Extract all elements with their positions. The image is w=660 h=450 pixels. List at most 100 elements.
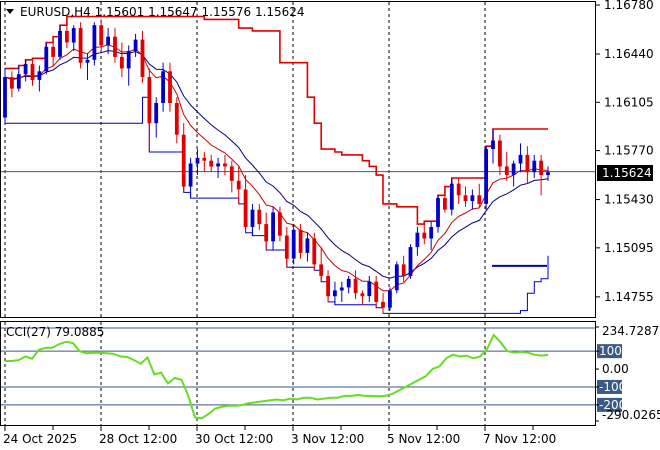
- candle-body: [312, 238, 317, 265]
- candle-body: [511, 163, 516, 175]
- price-level-lines: [1, 171, 595, 267]
- price-panel-frame: [0, 1, 596, 318]
- candle-body: [223, 163, 227, 167]
- candle-body: [126, 51, 131, 69]
- ema-slow-line: [4, 50, 549, 279]
- candle-body: [174, 103, 179, 135]
- channel-lower-line: [5, 96, 549, 314]
- candle-body: [339, 287, 344, 291]
- cci-panel-frame: [0, 321, 596, 426]
- candle-body: [209, 160, 214, 167]
- candle-body: [518, 154, 523, 164]
- candle-body: [264, 224, 269, 242]
- dropdown-triangle-icon[interactable]: [6, 9, 14, 14]
- time-tick-label: 3 Nov 12:00: [291, 432, 364, 446]
- time-tick-label: 5 Nov 12:00: [387, 432, 460, 446]
- candle-body: [147, 77, 152, 124]
- candle-body: [470, 195, 475, 202]
- cci-tick-label: 100: [599, 344, 622, 358]
- time-tick-label: 28 Oct 12:00: [99, 432, 177, 446]
- price-tick-label: 1.16105: [604, 95, 654, 109]
- candle-body: [401, 264, 406, 276]
- cci-tick-label: 234.7287: [602, 324, 659, 338]
- price-tick-label: 1.15095: [604, 241, 654, 255]
- candle-body: [229, 166, 234, 181]
- candle-body: [408, 247, 413, 276]
- candle-body: [51, 46, 55, 57]
- candle-body: [484, 149, 488, 204]
- time-tick-label: 30 Oct 12:00: [195, 432, 273, 446]
- candle-body: [236, 180, 241, 190]
- cci-level-box: [597, 344, 622, 359]
- vertical-grid: [4, 2, 534, 430]
- candle-body: [477, 195, 482, 204]
- candle-body: [23, 64, 28, 75]
- candle-body: [195, 157, 200, 164]
- candle-body: [546, 172, 550, 176]
- candle-body: [168, 71, 172, 103]
- cci-indicator: [1, 327, 595, 420]
- candle-body: [422, 232, 427, 239]
- candle-body: [133, 39, 138, 52]
- candle-body: [202, 157, 207, 161]
- cci-axis: 234.7287 100 0.00 -100 -200-290.0265: [595, 324, 660, 422]
- candle-body: [449, 183, 454, 210]
- symbol-readout: EURUSD,H4 1.15601 1.15647 1.15576 1.1562…: [20, 5, 305, 19]
- price-tick-label: 1.15430: [604, 193, 654, 207]
- candle-body: [120, 56, 124, 69]
- candle-body: [353, 278, 358, 294]
- candle-body: [37, 71, 42, 80]
- candle-body: [456, 183, 461, 196]
- candle-body: [257, 209, 262, 225]
- candle-body: [16, 74, 21, 89]
- candle-body: [243, 189, 248, 227]
- candle-body: [525, 154, 530, 173]
- candle-body: [188, 163, 193, 187]
- cci-level-box: [597, 397, 622, 412]
- candle-body: [374, 281, 379, 302]
- candle-body: [65, 30, 69, 43]
- time-axis: 24 Oct 2025 28 Oct 12:00 30 Oct 12:00 3 Nov…: [3, 426, 556, 446]
- candle-body: [436, 198, 440, 227]
- candle-body: [319, 264, 324, 276]
- candle-body: [532, 160, 537, 173]
- price-tick-label: 1.16780: [604, 0, 654, 12]
- cci-readout: CCI(27) 79.0885: [6, 325, 104, 339]
- candle-body: [326, 276, 330, 297]
- candle-body: [161, 71, 165, 103]
- ema-fast-line: [4, 44, 549, 292]
- candle-body: [154, 103, 159, 124]
- candle-body: [491, 140, 495, 150]
- candle-body: [278, 212, 282, 236]
- candle-body: [106, 36, 110, 46]
- candle-body: [271, 212, 275, 242]
- candle-body: [216, 163, 220, 167]
- candle-body: [140, 39, 145, 78]
- candle-body: [99, 25, 104, 46]
- last-price-box: [597, 165, 653, 181]
- candle-body: [443, 198, 447, 210]
- candle-body: [284, 235, 289, 259]
- price-axis: 1.16780 1.16440 1.16105 1.15770 1.15430 1.150…: [595, 0, 654, 304]
- candle-body: [394, 264, 399, 291]
- price-tick-label: 1.16440: [604, 47, 654, 61]
- cci-tick-label: -290.0265: [602, 408, 660, 422]
- candle-body: [291, 229, 296, 259]
- cci-tick-label: -100: [599, 380, 626, 394]
- price-tick-label: 1.15770: [604, 144, 654, 158]
- cci-line: [5, 333, 549, 420]
- candle-body: [30, 64, 35, 80]
- candle-body: [333, 290, 337, 297]
- candle-body: [181, 134, 186, 187]
- candle-body: [360, 293, 365, 297]
- candle-body: [250, 209, 255, 227]
- candle-body: [3, 77, 7, 118]
- candle-body: [388, 290, 392, 308]
- candle-body: [539, 160, 543, 176]
- time-tick-label: 7 Nov 12:00: [483, 432, 556, 446]
- time-tick-label: 24 Oct 2025: [3, 432, 77, 446]
- cci-tick-label: 0.00: [602, 362, 629, 376]
- candle-body: [58, 30, 62, 57]
- candle-body: [85, 59, 90, 63]
